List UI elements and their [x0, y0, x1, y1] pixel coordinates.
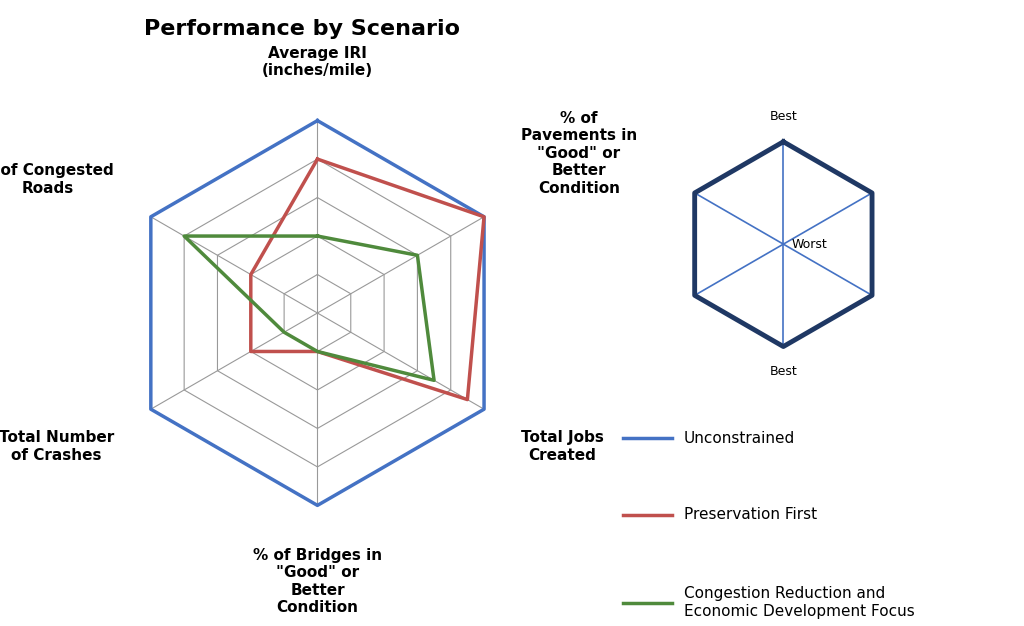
Text: Performance by Scenario: Performance by Scenario — [144, 19, 460, 39]
Text: % of
Pavements in
"Good" or
Better
Condition: % of Pavements in "Good" or Better Condi… — [521, 111, 637, 196]
Text: Average IRI
(inches/mile): Average IRI (inches/mile) — [262, 46, 373, 78]
Text: Preservation First: Preservation First — [684, 508, 817, 522]
Text: Congestion Reduction and
Economic Development Focus: Congestion Reduction and Economic Develo… — [684, 587, 914, 618]
Text: Best: Best — [769, 110, 798, 123]
Text: Unconstrained: Unconstrained — [684, 431, 796, 446]
Text: Total Jobs
Created: Total Jobs Created — [521, 430, 603, 463]
Text: % of Bridges in
"Good" or
Better
Condition: % of Bridges in "Good" or Better Conditi… — [253, 548, 382, 615]
Text: % of Congested
Roads: % of Congested Roads — [0, 163, 114, 196]
Text: Total Number
of Crashes: Total Number of Crashes — [0, 430, 114, 463]
Text: Worst: Worst — [792, 238, 827, 250]
Text: Best: Best — [769, 365, 798, 378]
